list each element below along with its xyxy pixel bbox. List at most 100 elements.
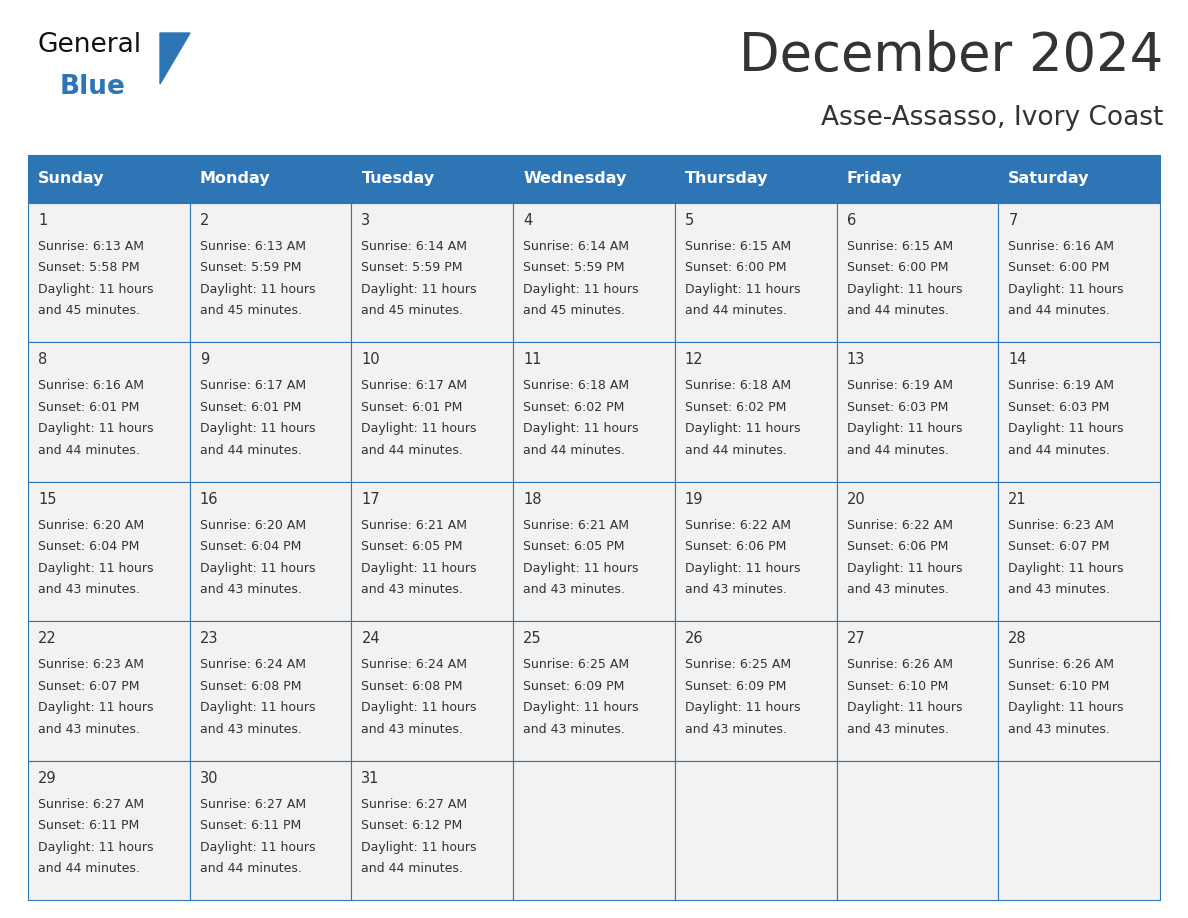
- Text: and 43 minutes.: and 43 minutes.: [523, 583, 625, 597]
- Bar: [998, 203, 1159, 342]
- Text: and 45 minutes.: and 45 minutes.: [38, 305, 140, 318]
- Text: Daylight: 11 hours: Daylight: 11 hours: [523, 283, 639, 296]
- Text: Monday: Monday: [200, 172, 271, 186]
- Bar: [675, 155, 836, 203]
- Text: Sunset: 6:09 PM: Sunset: 6:09 PM: [684, 679, 786, 693]
- Text: Sunset: 6:00 PM: Sunset: 6:00 PM: [1009, 262, 1110, 274]
- Text: Sunset: 6:00 PM: Sunset: 6:00 PM: [684, 262, 786, 274]
- Bar: [29, 761, 190, 900]
- Text: Sunset: 6:05 PM: Sunset: 6:05 PM: [523, 541, 625, 554]
- Text: Sunset: 6:06 PM: Sunset: 6:06 PM: [684, 541, 786, 554]
- Text: Daylight: 11 hours: Daylight: 11 hours: [684, 562, 801, 575]
- Text: Thursday: Thursday: [684, 172, 769, 186]
- Text: Sunrise: 6:14 AM: Sunrise: 6:14 AM: [523, 240, 630, 253]
- Text: and 43 minutes.: and 43 minutes.: [523, 722, 625, 735]
- Text: Daylight: 11 hours: Daylight: 11 hours: [200, 701, 315, 714]
- Text: Sunrise: 6:26 AM: Sunrise: 6:26 AM: [847, 658, 953, 671]
- Text: 11: 11: [523, 353, 542, 367]
- Text: 1: 1: [38, 213, 48, 228]
- Text: and 44 minutes.: and 44 minutes.: [361, 862, 463, 875]
- Bar: [29, 621, 190, 761]
- Text: Daylight: 11 hours: Daylight: 11 hours: [1009, 562, 1124, 575]
- Text: and 43 minutes.: and 43 minutes.: [38, 722, 140, 735]
- Text: 3: 3: [361, 213, 371, 228]
- Text: Sunset: 6:01 PM: Sunset: 6:01 PM: [361, 401, 463, 414]
- Bar: [190, 155, 352, 203]
- Text: Sunset: 6:12 PM: Sunset: 6:12 PM: [361, 819, 462, 832]
- Text: Daylight: 11 hours: Daylight: 11 hours: [200, 283, 315, 296]
- Text: Sunrise: 6:21 AM: Sunrise: 6:21 AM: [523, 519, 630, 532]
- Text: Sunset: 6:08 PM: Sunset: 6:08 PM: [200, 679, 302, 693]
- Text: Daylight: 11 hours: Daylight: 11 hours: [847, 701, 962, 714]
- Text: Sunset: 6:01 PM: Sunset: 6:01 PM: [200, 401, 301, 414]
- Bar: [513, 203, 675, 342]
- Text: and 43 minutes.: and 43 minutes.: [684, 722, 786, 735]
- Text: Sunset: 6:10 PM: Sunset: 6:10 PM: [1009, 679, 1110, 693]
- Bar: [352, 621, 513, 761]
- Bar: [352, 761, 513, 900]
- Text: and 44 minutes.: and 44 minutes.: [847, 305, 948, 318]
- Text: 21: 21: [1009, 492, 1026, 507]
- Text: 18: 18: [523, 492, 542, 507]
- Text: Sunrise: 6:15 AM: Sunrise: 6:15 AM: [684, 240, 791, 253]
- Bar: [352, 482, 513, 621]
- Bar: [836, 342, 998, 482]
- Text: Sunrise: 6:22 AM: Sunrise: 6:22 AM: [684, 519, 791, 532]
- Text: Sunset: 6:05 PM: Sunset: 6:05 PM: [361, 541, 463, 554]
- Text: Sunset: 6:10 PM: Sunset: 6:10 PM: [847, 679, 948, 693]
- Text: 12: 12: [684, 353, 703, 367]
- Text: Sunrise: 6:16 AM: Sunrise: 6:16 AM: [38, 379, 144, 392]
- Bar: [352, 342, 513, 482]
- Bar: [836, 155, 998, 203]
- Text: Daylight: 11 hours: Daylight: 11 hours: [523, 422, 639, 435]
- Text: Daylight: 11 hours: Daylight: 11 hours: [523, 562, 639, 575]
- Polygon shape: [160, 33, 190, 84]
- Text: 24: 24: [361, 632, 380, 646]
- Text: Sunset: 6:07 PM: Sunset: 6:07 PM: [38, 679, 139, 693]
- Bar: [513, 155, 675, 203]
- Text: Sunset: 6:02 PM: Sunset: 6:02 PM: [684, 401, 786, 414]
- Text: Sunset: 6:07 PM: Sunset: 6:07 PM: [1009, 541, 1110, 554]
- Text: 8: 8: [38, 353, 48, 367]
- Text: and 43 minutes.: and 43 minutes.: [847, 722, 948, 735]
- Bar: [513, 342, 675, 482]
- Text: and 43 minutes.: and 43 minutes.: [200, 583, 302, 597]
- Text: Daylight: 11 hours: Daylight: 11 hours: [361, 422, 476, 435]
- Text: Daylight: 11 hours: Daylight: 11 hours: [361, 283, 476, 296]
- Text: and 44 minutes.: and 44 minutes.: [684, 305, 786, 318]
- Bar: [29, 482, 190, 621]
- Text: 13: 13: [847, 353, 865, 367]
- Text: and 45 minutes.: and 45 minutes.: [523, 305, 625, 318]
- Text: Sunset: 6:08 PM: Sunset: 6:08 PM: [361, 679, 463, 693]
- Text: Blue: Blue: [61, 74, 126, 100]
- Text: Sunrise: 6:13 AM: Sunrise: 6:13 AM: [38, 240, 144, 253]
- Text: Sunrise: 6:24 AM: Sunrise: 6:24 AM: [361, 658, 467, 671]
- Text: 30: 30: [200, 770, 219, 786]
- Text: and 43 minutes.: and 43 minutes.: [38, 583, 140, 597]
- Bar: [998, 621, 1159, 761]
- Text: Wednesday: Wednesday: [523, 172, 626, 186]
- Text: 2: 2: [200, 213, 209, 228]
- Text: Sunset: 6:11 PM: Sunset: 6:11 PM: [38, 819, 139, 832]
- Text: Sunrise: 6:23 AM: Sunrise: 6:23 AM: [38, 658, 144, 671]
- Bar: [675, 621, 836, 761]
- Text: 15: 15: [38, 492, 57, 507]
- Text: Sunrise: 6:19 AM: Sunrise: 6:19 AM: [1009, 379, 1114, 392]
- Text: 6: 6: [847, 213, 855, 228]
- Text: 4: 4: [523, 213, 532, 228]
- Text: Tuesday: Tuesday: [361, 172, 435, 186]
- Text: Sunrise: 6:18 AM: Sunrise: 6:18 AM: [684, 379, 791, 392]
- Text: and 44 minutes.: and 44 minutes.: [200, 862, 302, 875]
- Text: Daylight: 11 hours: Daylight: 11 hours: [523, 701, 639, 714]
- Text: 29: 29: [38, 770, 57, 786]
- Text: Sunrise: 6:17 AM: Sunrise: 6:17 AM: [361, 379, 468, 392]
- Bar: [29, 342, 190, 482]
- Text: 20: 20: [847, 492, 865, 507]
- Text: and 44 minutes.: and 44 minutes.: [523, 444, 625, 457]
- Text: Sunrise: 6:21 AM: Sunrise: 6:21 AM: [361, 519, 467, 532]
- Text: Daylight: 11 hours: Daylight: 11 hours: [847, 422, 962, 435]
- Text: and 43 minutes.: and 43 minutes.: [847, 583, 948, 597]
- Bar: [190, 482, 352, 621]
- Text: Sunset: 5:59 PM: Sunset: 5:59 PM: [523, 262, 625, 274]
- Text: and 44 minutes.: and 44 minutes.: [38, 862, 140, 875]
